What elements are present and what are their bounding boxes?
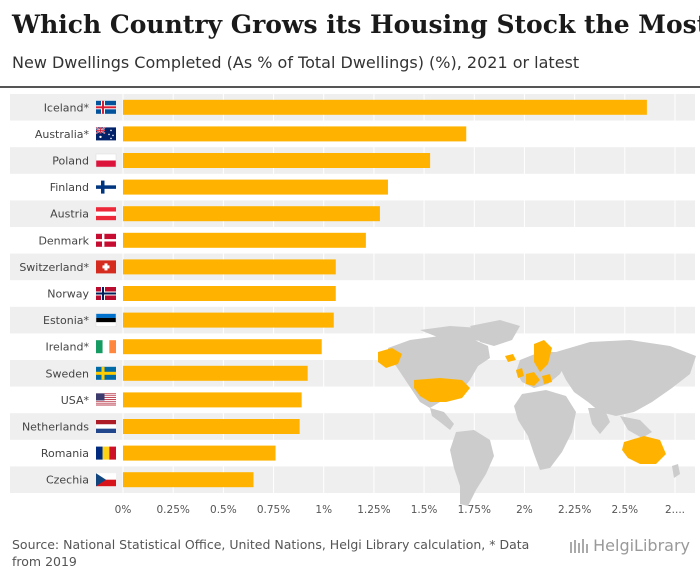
x-tick-label: 2.5%	[611, 504, 638, 516]
x-tick-label: 0.75%	[257, 504, 290, 516]
bar-romania	[123, 445, 276, 461]
ireland-flag	[96, 340, 116, 354]
bar-norway	[123, 286, 336, 301]
map-central-america	[430, 408, 454, 430]
country-flags	[95, 100, 117, 487]
map-north-america	[388, 336, 490, 408]
category-label: Czechia	[46, 474, 89, 487]
finland-flag	[96, 180, 116, 194]
category-label: USA*	[61, 394, 90, 407]
chart-subtitle: New Dwellings Completed (As % of Total D…	[12, 53, 580, 72]
map-africa	[514, 390, 576, 470]
category-label: Iceland*	[44, 101, 90, 114]
bar-czechia	[123, 472, 254, 488]
map-se-asia	[620, 416, 652, 438]
logo-text: HelgiLibrary	[593, 536, 690, 555]
x-tick-label: 1.25%	[357, 504, 390, 516]
bar-finland	[123, 179, 388, 195]
category-label: Switzerland*	[19, 261, 89, 274]
romania-flag	[96, 446, 116, 460]
usa-flag	[96, 393, 116, 407]
category-label: Sweden	[46, 367, 89, 380]
czechia-flag	[96, 473, 116, 487]
bar-estonia	[123, 312, 334, 328]
map-india	[588, 408, 610, 434]
map-asia	[556, 340, 696, 416]
bar-chart: Iceland* Australia* Poland Finland Austria De…	[10, 94, 696, 516]
header-divider	[0, 86, 700, 88]
switzerland-flag	[96, 260, 116, 274]
bar-ireland	[123, 339, 322, 355]
norway-flag	[96, 287, 116, 300]
map-south-america	[450, 430, 494, 506]
map-greenland	[470, 320, 520, 346]
bar-denmark	[123, 232, 366, 248]
australia-flag	[95, 126, 116, 141]
map-iceland-highlight	[505, 354, 516, 362]
bar-usa	[123, 392, 302, 408]
denmark-flag	[96, 233, 116, 247]
category-label: Norway	[47, 288, 89, 301]
bar-poland	[123, 153, 431, 168]
x-tick-label: 2.25%	[558, 504, 591, 516]
x-axis-ticks: 0% 0.25% 0.5% 0.75% 1% 1.25% 1.5% 1.75% 2% 2.25% 2…	[115, 504, 685, 516]
map-australia-highlight	[622, 436, 666, 464]
x-tick-label: 2%	[516, 504, 533, 516]
category-label: Poland	[52, 155, 89, 168]
bars	[123, 99, 647, 488]
map-nordic-highlight	[534, 340, 552, 372]
map-alaska-highlight	[378, 348, 402, 368]
bar-sweden	[123, 365, 308, 381]
x-tick-label: 0.5%	[210, 504, 237, 516]
category-label: Ireland*	[45, 341, 89, 354]
world-map-icon	[378, 320, 696, 506]
poland-flag	[95, 153, 117, 168]
category-label: Estonia*	[43, 314, 89, 327]
category-label: Denmark	[38, 234, 89, 247]
bar-iceland	[123, 99, 647, 115]
bar-netherlands	[123, 419, 300, 434]
map-usa-highlight	[414, 378, 470, 402]
x-tick-label: 0%	[115, 504, 132, 516]
sweden-flag	[96, 366, 116, 380]
x-tick-label: 2....	[665, 504, 685, 516]
x-tick-label: 1%	[315, 504, 332, 516]
austria-flag	[96, 207, 116, 221]
library-icon	[570, 538, 589, 553]
bar-australia	[123, 126, 467, 142]
x-tick-label: 1.5%	[411, 504, 438, 516]
category-label: Romania	[41, 447, 89, 460]
source-note: Source: National Statistical Office, Uni…	[12, 537, 530, 569]
category-label: Australia*	[35, 128, 90, 141]
iceland-flag	[96, 100, 116, 114]
map-new-zealand	[672, 464, 680, 478]
category-label: Finland	[50, 181, 89, 194]
map-ireland-highlight	[516, 368, 524, 378]
map-europe-highlight	[526, 372, 540, 386]
estonia-flag	[95, 313, 117, 327]
category-label: Austria	[50, 208, 89, 221]
bar-austria	[123, 206, 380, 222]
map-europe-highlight-2	[542, 374, 552, 384]
category-label: Netherlands	[22, 421, 89, 434]
chart-title: Which Country Grows its Housing Stock th…	[12, 10, 700, 39]
x-tick-label: 0.25%	[157, 504, 190, 516]
bar-switzerland	[123, 259, 336, 275]
x-tick-label: 1.75%	[458, 504, 491, 516]
category-labels: Iceland* Australia* Poland Finland Austria De…	[19, 101, 89, 486]
netherlands-flag	[96, 420, 116, 433]
helgi-library-logo: HelgiLibrary	[569, 536, 690, 555]
